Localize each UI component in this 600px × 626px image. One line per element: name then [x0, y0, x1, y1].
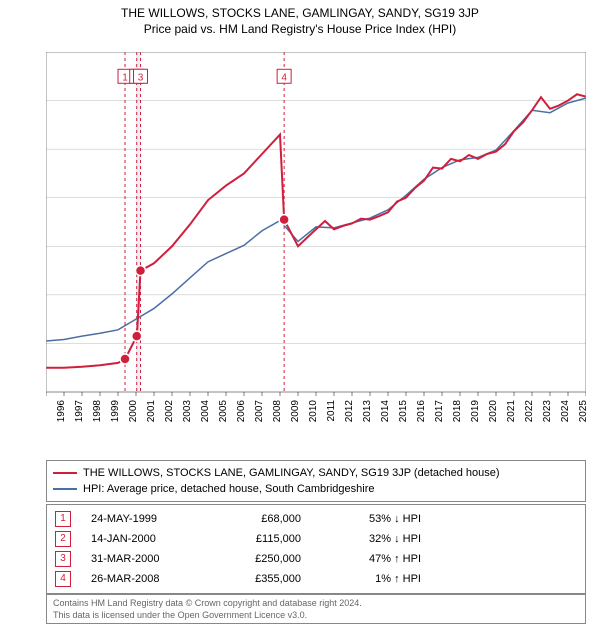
legend-row: THE WILLOWS, STOCKS LANE, GAMLINGAY, SAN…: [53, 465, 579, 481]
event-badge: 2: [55, 531, 71, 547]
svg-text:1995: 1995: [46, 400, 49, 423]
svg-text:2011: 2011: [326, 400, 337, 422]
event-date: 31-MAR-2000: [91, 553, 201, 565]
event-price: £115,000: [221, 533, 301, 545]
svg-text:2003: 2003: [182, 400, 193, 423]
svg-text:2001: 2001: [146, 400, 157, 423]
svg-text:2000: 2000: [128, 400, 139, 423]
svg-text:2016: 2016: [416, 400, 427, 423]
event-delta: 1% ↑ HPI: [321, 573, 421, 585]
svg-text:2025: 2025: [578, 400, 586, 423]
event-date: 14-JAN-2000: [91, 533, 201, 545]
events-table: 1 24-MAY-1999 £68,000 53% ↓ HPI 2 14-JAN-2000…: [46, 504, 586, 594]
svg-text:2023: 2023: [542, 400, 553, 423]
svg-text:3: 3: [138, 72, 144, 83]
chart-plot: £0£100K£200K£300K£400K£500K£600K£700K199…: [46, 52, 586, 392]
svg-text:2006: 2006: [236, 400, 247, 423]
svg-text:2009: 2009: [290, 400, 301, 423]
event-row: 1 24-MAY-1999 £68,000 53% ↓ HPI: [55, 511, 577, 527]
svg-text:2014: 2014: [380, 400, 391, 423]
event-row: 4 26-MAR-2008 £355,000 1% ↑ HPI: [55, 571, 577, 587]
svg-text:1997: 1997: [74, 400, 85, 423]
event-date: 26-MAR-2008: [91, 573, 201, 585]
chart-title-line2: Price paid vs. HM Land Registry's House …: [0, 22, 600, 36]
svg-text:1999: 1999: [110, 400, 121, 423]
svg-text:2022: 2022: [524, 400, 535, 423]
event-price: £250,000: [221, 553, 301, 565]
legend-swatch: [53, 488, 77, 490]
svg-text:2017: 2017: [434, 400, 445, 423]
svg-text:2024: 2024: [560, 400, 571, 423]
legend-label: THE WILLOWS, STOCKS LANE, GAMLINGAY, SAN…: [83, 465, 500, 481]
svg-text:2010: 2010: [308, 400, 319, 423]
legend-swatch: [53, 472, 77, 474]
svg-text:4: 4: [281, 72, 287, 83]
chart-title-line1: THE WILLOWS, STOCKS LANE, GAMLINGAY, SAN…: [0, 6, 600, 20]
event-delta: 32% ↓ HPI: [321, 533, 421, 545]
svg-text:2018: 2018: [452, 400, 463, 423]
svg-text:2005: 2005: [218, 400, 229, 423]
event-price: £355,000: [221, 573, 301, 585]
svg-text:1998: 1998: [92, 400, 103, 423]
svg-text:2013: 2013: [362, 400, 373, 423]
event-row: 2 14-JAN-2000 £115,000 32% ↓ HPI: [55, 531, 577, 547]
svg-text:2004: 2004: [200, 400, 211, 423]
svg-text:2007: 2007: [254, 400, 265, 423]
svg-text:2021: 2021: [506, 400, 517, 423]
license-line1: Contains HM Land Registry data © Crown c…: [53, 597, 579, 609]
svg-text:2019: 2019: [470, 400, 481, 423]
svg-text:2008: 2008: [272, 400, 283, 423]
svg-text:2002: 2002: [164, 400, 175, 423]
svg-text:1996: 1996: [56, 400, 67, 423]
event-delta: 47% ↑ HPI: [321, 553, 421, 565]
event-price: £68,000: [221, 513, 301, 525]
legend-label: HPI: Average price, detached house, Sout…: [83, 481, 374, 497]
svg-text:2012: 2012: [344, 400, 355, 423]
event-badge: 1: [55, 511, 71, 527]
legend-row: HPI: Average price, detached house, Sout…: [53, 481, 579, 497]
svg-text:1: 1: [122, 72, 128, 83]
svg-text:2015: 2015: [398, 400, 409, 423]
event-row: 3 31-MAR-2000 £250,000 47% ↑ HPI: [55, 551, 577, 567]
event-badge: 3: [55, 551, 71, 567]
event-date: 24-MAY-1999: [91, 513, 201, 525]
event-badge: 4: [55, 571, 71, 587]
legend: THE WILLOWS, STOCKS LANE, GAMLINGAY, SAN…: [46, 460, 586, 502]
svg-text:2020: 2020: [488, 400, 499, 423]
license-line2: This data is licensed under the Open Gov…: [53, 609, 579, 621]
event-delta: 53% ↓ HPI: [321, 513, 421, 525]
